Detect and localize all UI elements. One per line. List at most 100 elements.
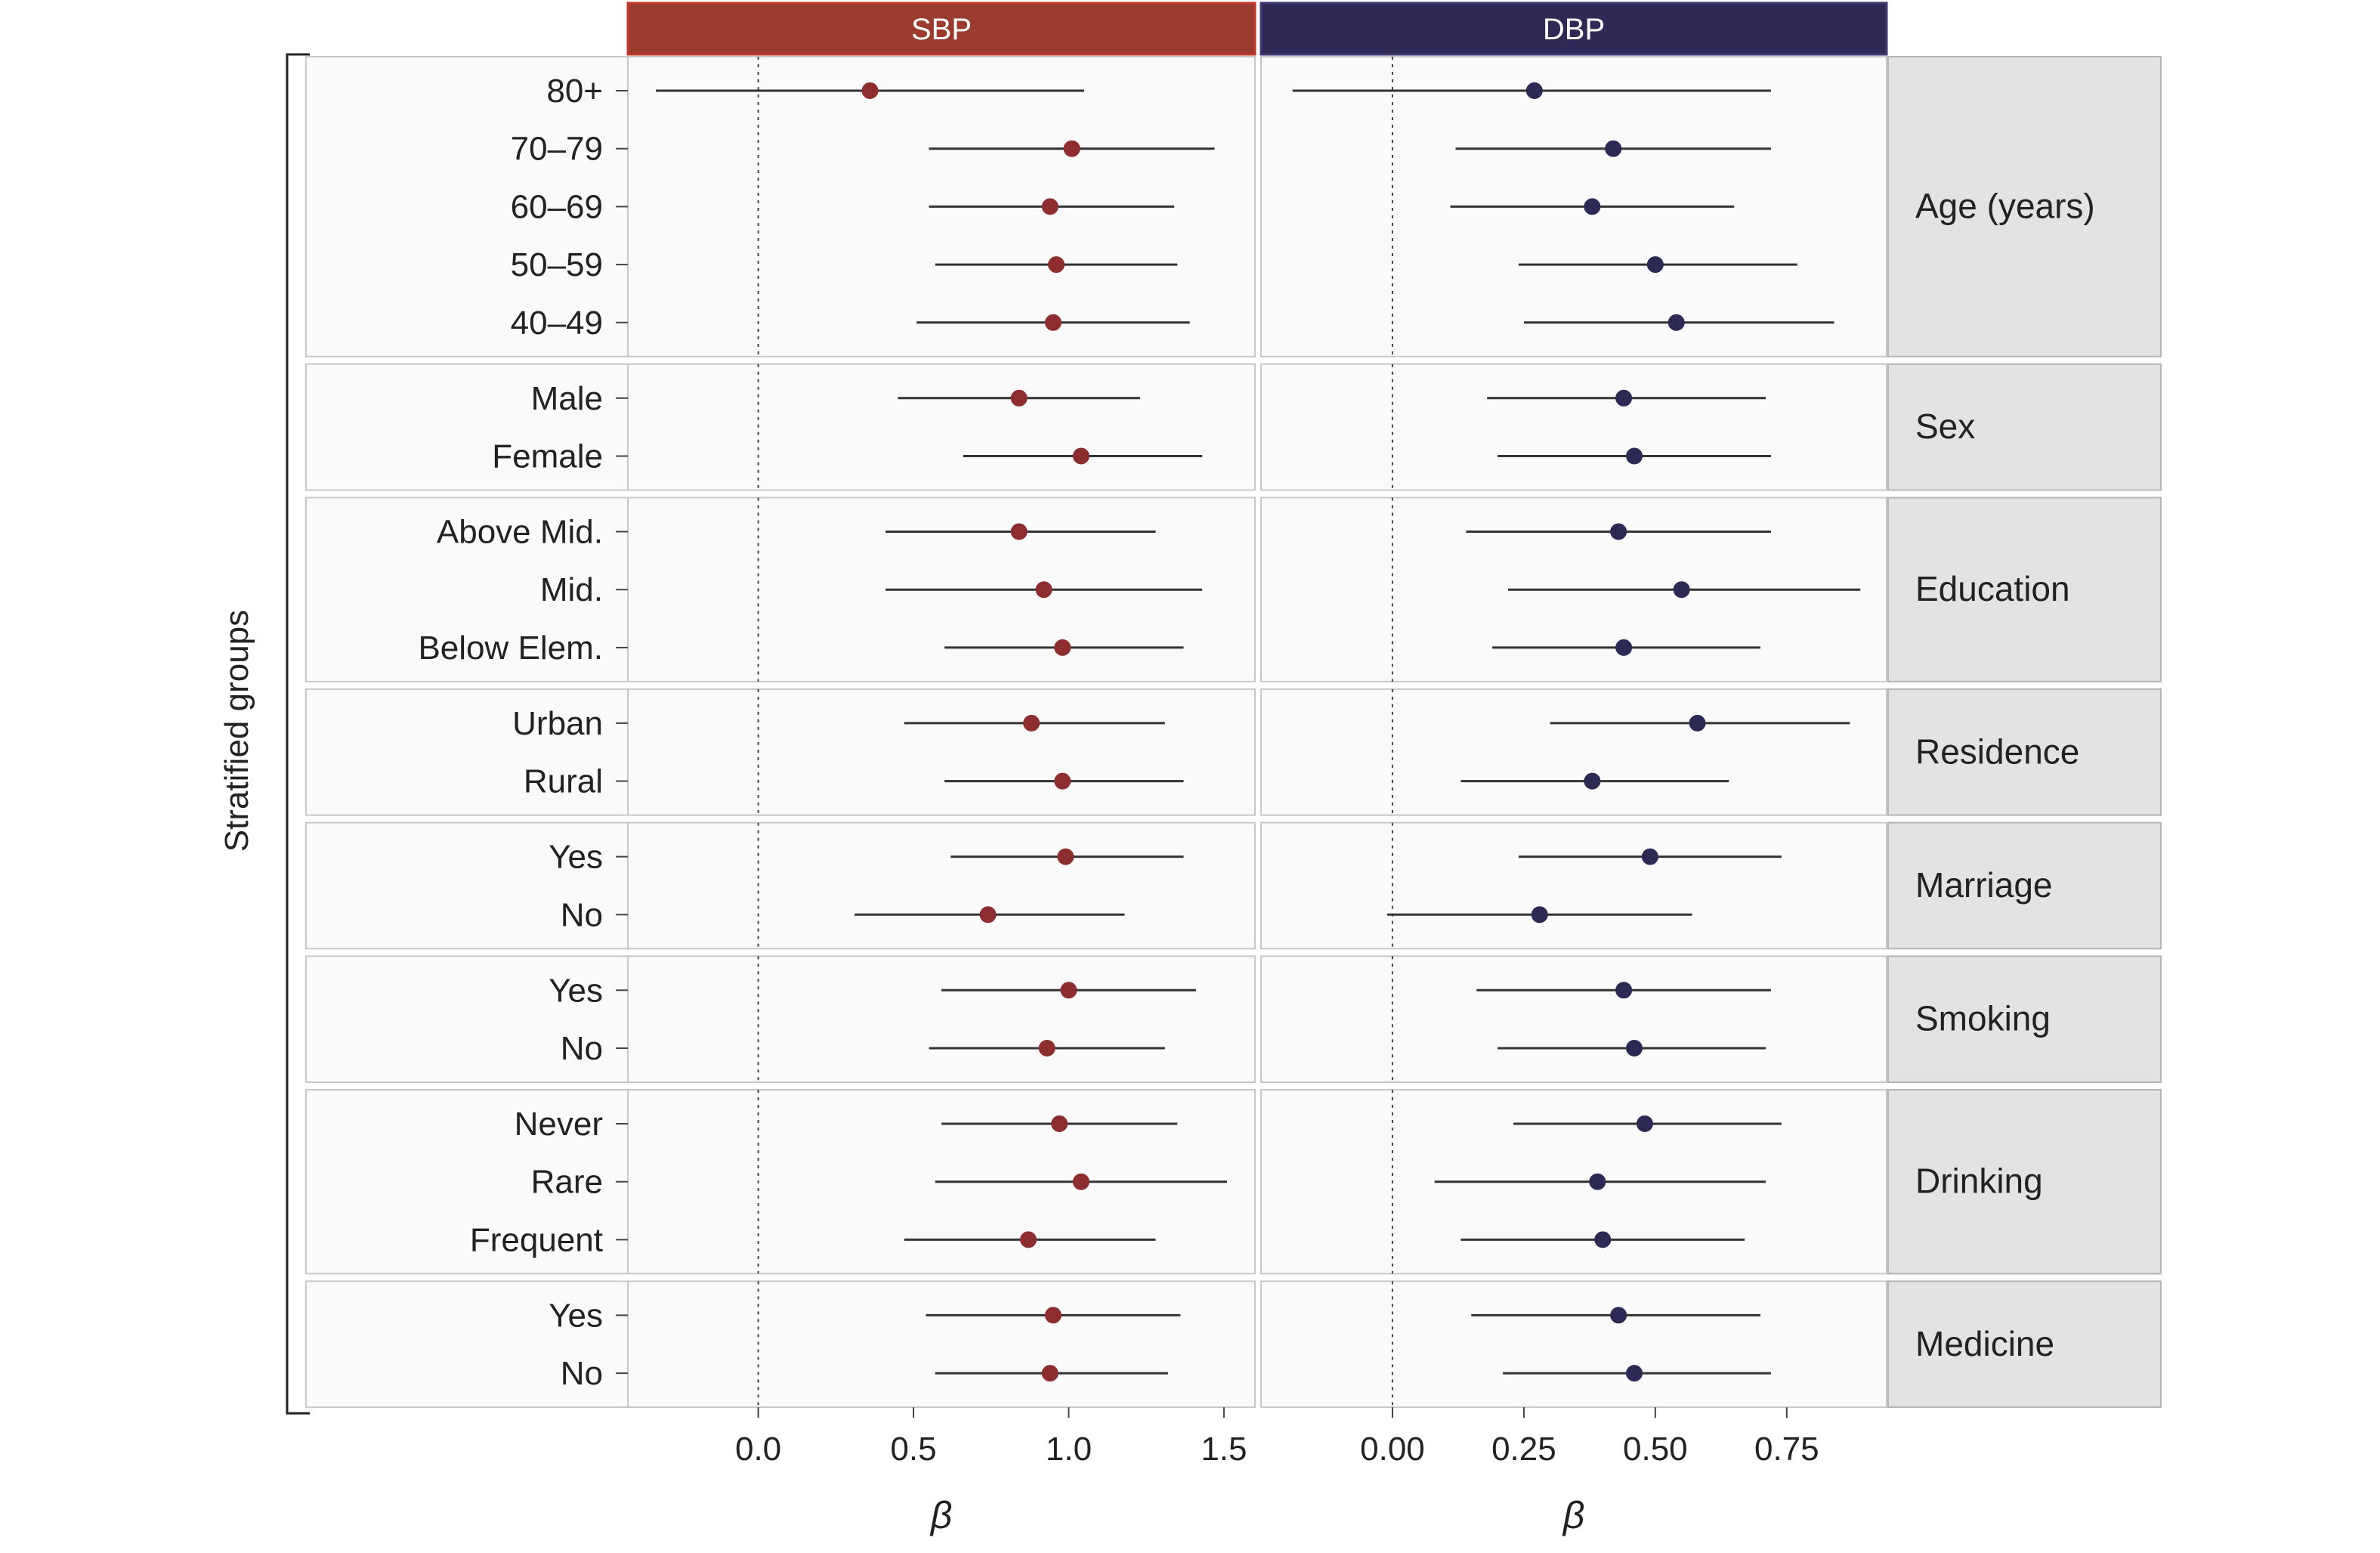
row-label: No <box>561 896 603 933</box>
x-tick-label-sbp: 1.0 <box>1046 1431 1092 1468</box>
estimate-point-dbp <box>1525 82 1543 99</box>
y-axis-title: Stratified groups <box>218 610 255 852</box>
estimate-point-dbp <box>1615 389 1633 407</box>
estimate-point-dbp <box>1615 639 1633 656</box>
x-tick-label-sbp: 0.5 <box>890 1431 936 1468</box>
x-axis-label-sbp: β <box>929 1494 953 1536</box>
estimate-point-sbp <box>1010 523 1028 540</box>
x-axis-label-dbp: β <box>1562 1494 1585 1536</box>
panel-header-dbp <box>1260 2 1888 56</box>
estimate-point-dbp <box>1605 140 1622 157</box>
group-label-box <box>305 363 629 491</box>
estimate-point-dbp <box>1584 198 1601 215</box>
estimate-point-sbp <box>1054 639 1071 656</box>
estimate-point-dbp <box>1689 714 1706 732</box>
estimate-point-dbp <box>1626 1365 1643 1382</box>
group-label-box <box>305 1280 629 1409</box>
row-label: Male <box>531 380 603 417</box>
estimate-point-sbp <box>1035 581 1052 599</box>
group-strip-label: Residence <box>1915 732 2079 771</box>
group-strip-label: Age (years) <box>1915 186 2095 225</box>
x-tick-label-dbp: 0.75 <box>1754 1431 1819 1468</box>
group-label-box <box>305 56 629 357</box>
row-label: 50–59 <box>511 246 603 283</box>
panel-cell-dbp <box>1260 1280 1887 1409</box>
y-axis-bracket <box>286 53 310 1415</box>
row-label: Yes <box>549 1297 603 1334</box>
x-tick-label-dbp: 0.00 <box>1360 1431 1425 1468</box>
row-label: Rural <box>524 763 603 800</box>
x-tick-label-dbp: 0.50 <box>1623 1431 1688 1468</box>
estimate-point-sbp <box>1051 1115 1068 1132</box>
group-label-box <box>305 1089 629 1275</box>
estimate-point-sbp <box>1020 1231 1037 1248</box>
group-strip <box>1887 1280 2162 1409</box>
estimate-point-sbp <box>1023 714 1040 732</box>
group-strip <box>1887 497 2162 682</box>
group-strip <box>1887 821 2162 950</box>
estimate-point-dbp <box>1626 447 1643 465</box>
group-strip <box>1887 363 2162 491</box>
row-label: Urban <box>512 705 603 742</box>
group-strip-label: Medicine <box>1915 1324 2054 1363</box>
row-label: Mid. <box>540 571 603 608</box>
panel-cell-dbp <box>1260 363 1887 491</box>
group-strip-label: Education <box>1915 569 2070 608</box>
row-label: Yes <box>549 972 603 1009</box>
x-tick-label-sbp: 1.5 <box>1201 1431 1247 1468</box>
estimate-point-dbp <box>1531 906 1548 923</box>
x-tick-label-dbp: 0.25 <box>1491 1431 1556 1468</box>
panel-cell-sbp <box>627 955 1256 1084</box>
row-label: 40–49 <box>511 305 603 342</box>
row-label: Frequent <box>470 1221 603 1258</box>
estimate-point-dbp <box>1626 1040 1643 1056</box>
row-label: Rare <box>531 1164 603 1201</box>
panel-cell-dbp <box>1260 688 1887 816</box>
estimate-point-dbp <box>1673 581 1690 599</box>
row-label: 60–69 <box>511 188 603 225</box>
panel-cell-sbp <box>627 363 1256 491</box>
estimate-point-dbp <box>1610 523 1627 540</box>
estimate-point-dbp <box>1610 1307 1627 1324</box>
group-strip-label: Smoking <box>1915 999 2051 1038</box>
row-label: Yes <box>549 839 603 876</box>
estimate-point-sbp <box>1041 1365 1059 1382</box>
row-label: Above Mid. <box>437 514 603 551</box>
estimate-point-sbp <box>1063 140 1080 157</box>
estimate-point-sbp <box>1038 1040 1056 1056</box>
estimate-point-sbp <box>1072 1173 1090 1190</box>
row-label: No <box>561 1355 603 1392</box>
estimate-point-dbp <box>1584 772 1601 790</box>
estimate-point-sbp <box>1057 848 1074 865</box>
panel-header-label: DBP <box>1543 13 1605 46</box>
group-strip <box>1887 955 2162 1084</box>
group-strip-label: Sex <box>1915 407 1975 446</box>
group-label-box <box>305 821 629 950</box>
estimate-point-dbp <box>1641 848 1658 865</box>
estimate-point-dbp <box>1589 1173 1606 1190</box>
group-strip <box>1887 56 2162 357</box>
row-label: Female <box>492 438 603 475</box>
estimate-point-sbp <box>1044 1307 1062 1324</box>
x-tick-label-sbp: 0.0 <box>735 1431 781 1468</box>
estimate-point-dbp <box>1646 256 1664 274</box>
estimate-point-sbp <box>861 82 879 99</box>
estimate-point-sbp <box>979 906 997 923</box>
panel-cell-sbp <box>627 688 1256 816</box>
panel-cell-dbp <box>1260 955 1887 1084</box>
row-label: Below Elem. <box>418 630 603 667</box>
group-strip-label: Marriage <box>1915 865 2053 905</box>
panel-cell-dbp <box>1260 821 1887 950</box>
group-strip <box>1887 1089 2162 1275</box>
group-label-box <box>305 497 629 682</box>
panel-header-label: SBP <box>911 13 972 46</box>
row-label: 80+ <box>546 73 603 110</box>
panel-cell-sbp <box>627 1280 1256 1409</box>
estimate-point-sbp <box>1072 447 1090 465</box>
row-label: Never <box>515 1106 603 1143</box>
estimate-point-sbp <box>1048 256 1065 274</box>
group-label-box <box>305 688 629 816</box>
estimate-point-sbp <box>1054 772 1071 790</box>
estimate-point-sbp <box>1010 389 1028 407</box>
row-label: No <box>561 1030 603 1067</box>
